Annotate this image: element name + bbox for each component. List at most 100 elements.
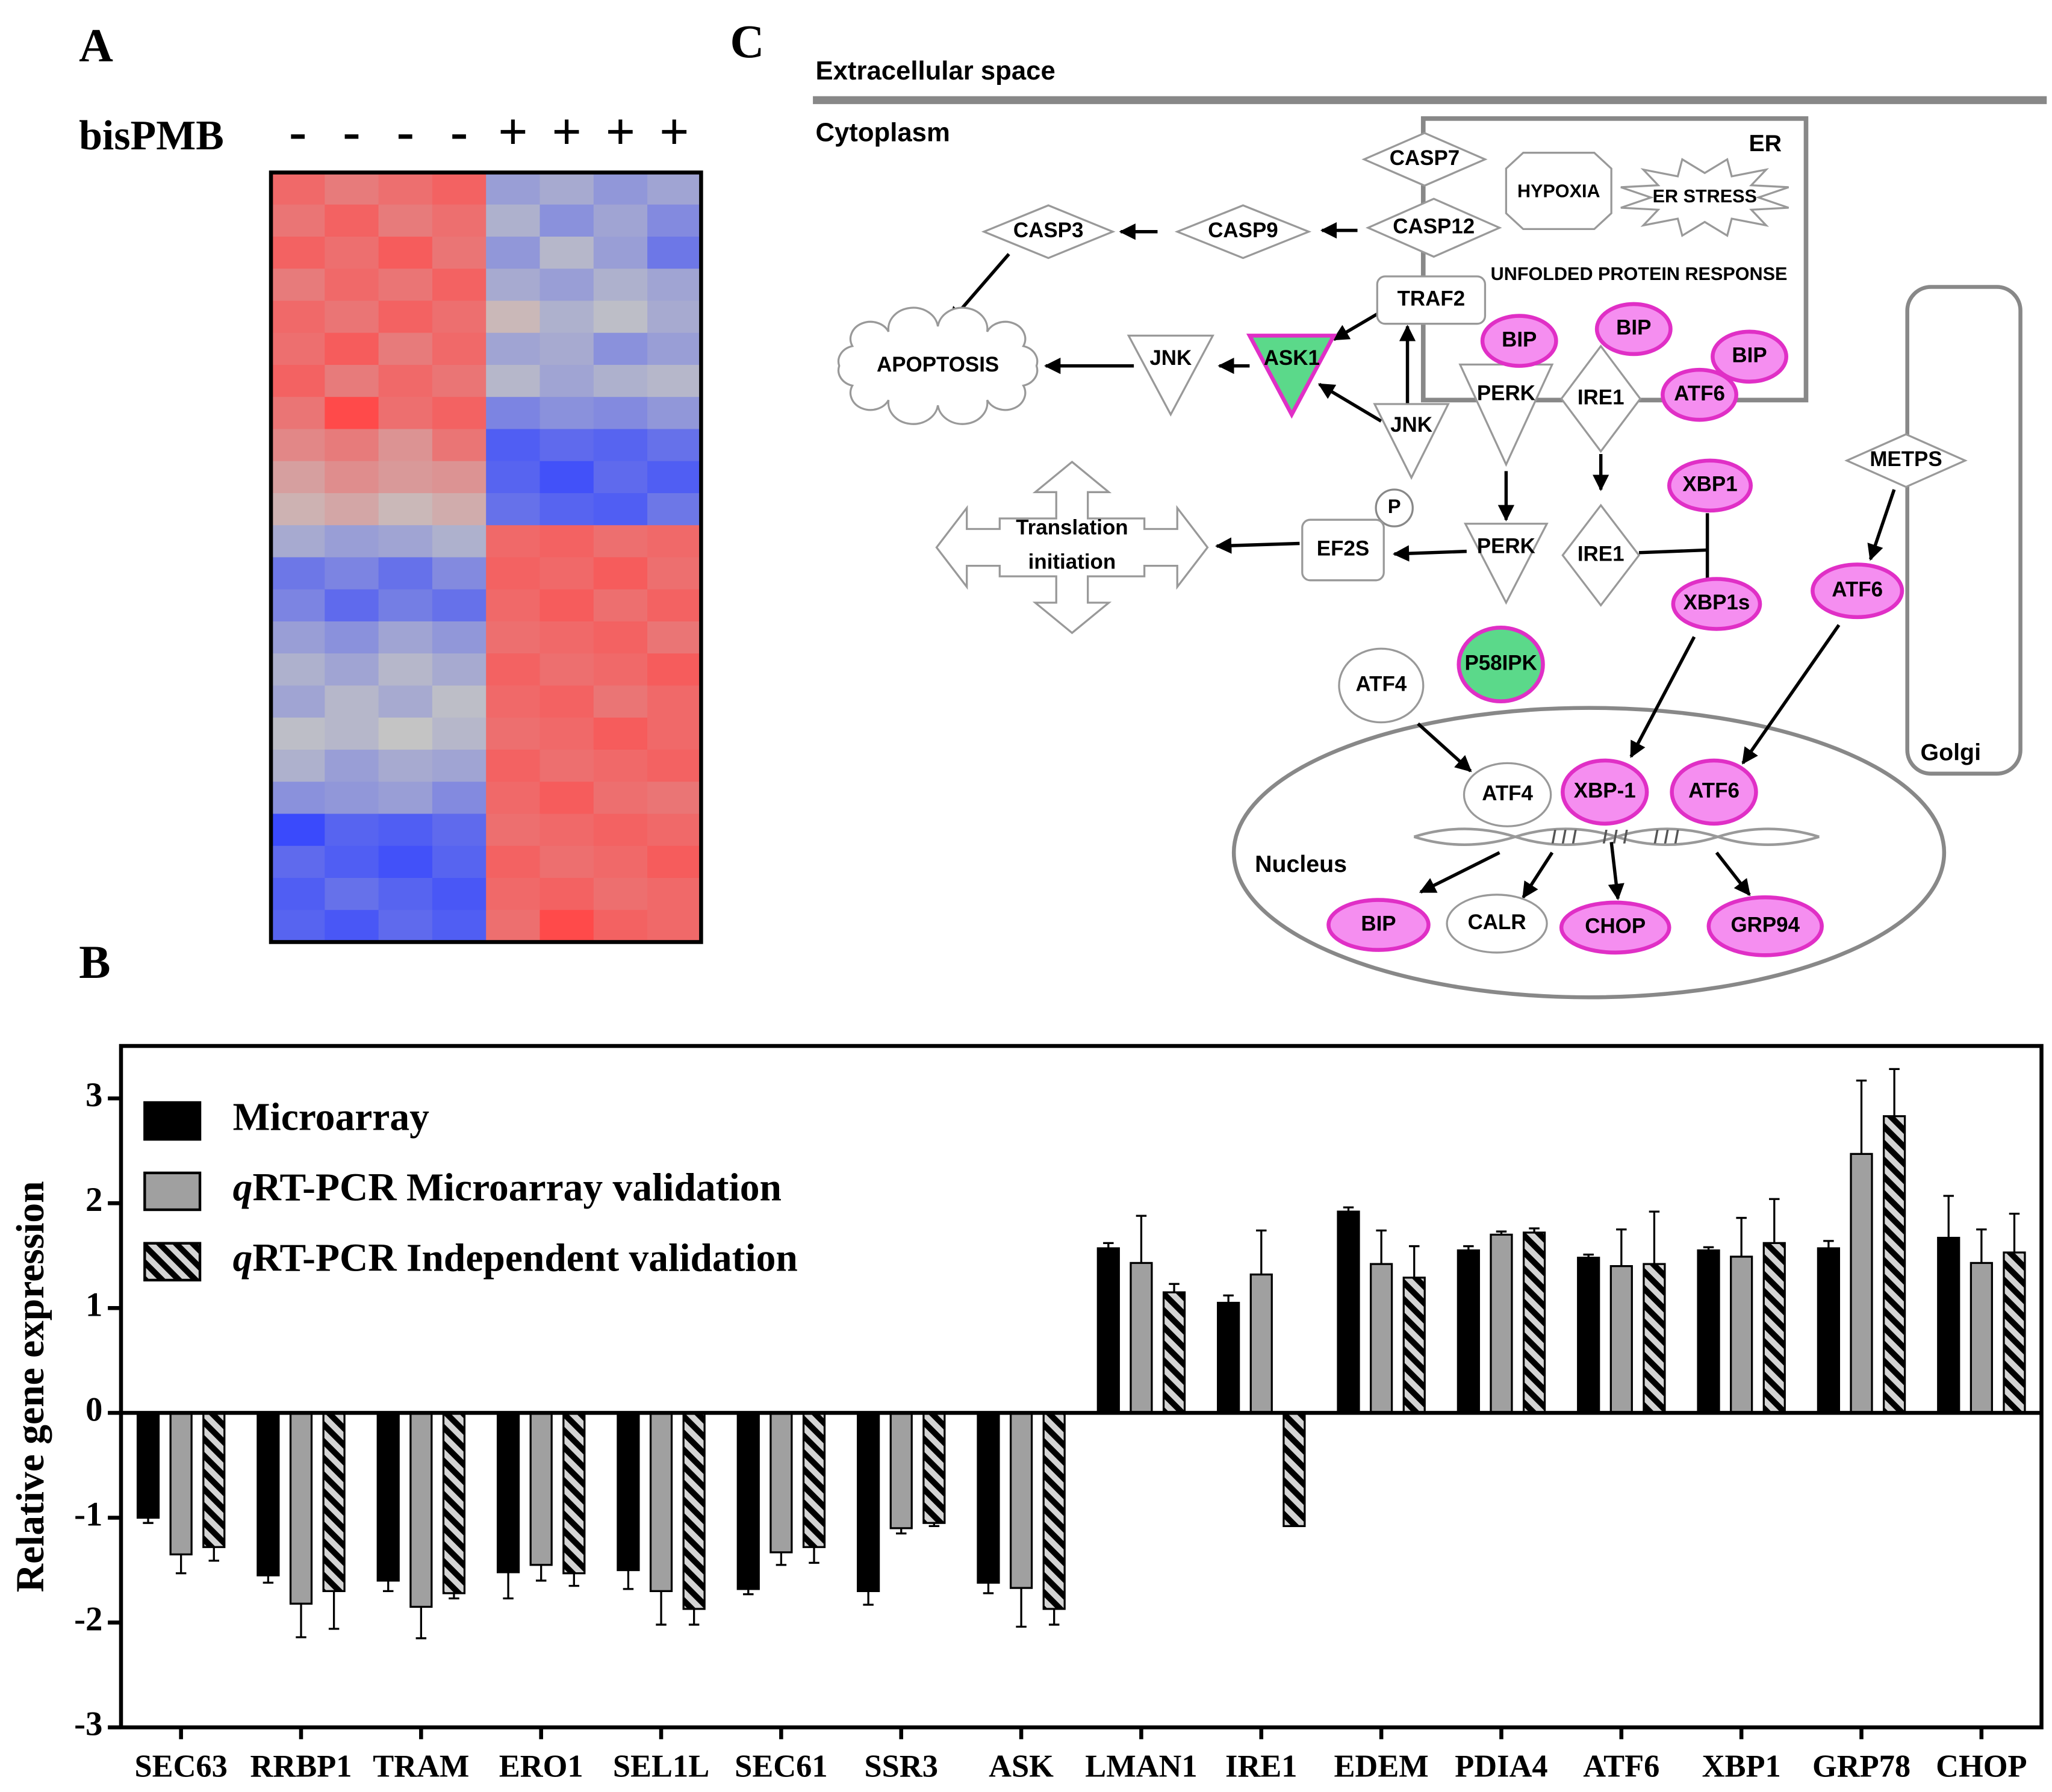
bar [496,1411,520,1573]
node-label: JNK [1149,346,1192,370]
node-diamond [1361,132,1488,187]
heatmap-cell [271,397,326,430]
heatmap-cell [325,877,379,911]
node-label: BIP [1616,316,1651,340]
heatmap-cell [432,397,487,430]
x-tick-label: ERO1 [499,1749,583,1784]
bar [529,1411,553,1566]
node-label: PERK [1477,534,1535,558]
bar [376,1411,400,1582]
heatmap-cell [378,172,434,205]
node-label: P58IPK [1464,652,1537,675]
heatmap-cell [271,525,326,558]
bar [1643,1263,1666,1414]
heatmap-cell [647,877,702,911]
dna [1413,827,1820,838]
heatmap-cell [593,172,648,205]
heatmap-cell [271,782,326,815]
arrow [1522,851,1554,899]
heatmap-cell [325,589,379,623]
panel-label: B [79,936,110,989]
heatmap-cell [271,204,326,238]
heatmap-cell [486,749,541,783]
bar [889,1411,913,1529]
x-tick-label: PDIA4 [1455,1749,1547,1784]
heatmap-cell [647,525,702,558]
x-tick-label: LMAN1 [1085,1749,1197,1784]
bar [562,1411,586,1575]
heatmap-cell [325,525,379,558]
heatmap-cell [325,300,379,334]
y-tick-label: 2 [86,1181,102,1219]
heatmap-cell [432,557,487,590]
heatmap-cell [539,269,594,302]
node-ellipse [1338,647,1425,724]
heatmap-cell [486,429,541,462]
heatmap-cell [539,332,594,366]
node-label: GRP94 [1730,913,1800,936]
heatmap-cell [271,621,326,655]
heatmap-cell [271,749,326,783]
node-ellipse [1671,577,1762,631]
x-tick-label: ATF6 [1583,1749,1659,1784]
heatmap-cell [271,429,326,462]
heatmap-cell [647,397,702,430]
node-label: PERK [1477,381,1535,405]
heatmap-cell [647,717,702,751]
node-ellipse [1559,900,1671,955]
heatmap-cell [593,749,648,783]
heatmap-cell [647,493,702,526]
column-label: + [659,102,689,161]
heatmap-cell [378,877,434,911]
heatmap-cell [647,364,702,398]
heatmap-cell [647,910,702,943]
heatmap-cell [593,236,648,270]
nucleus [1231,706,1947,1000]
arrow [1741,624,1841,765]
golgi [1905,285,2022,776]
pathway-diagram: / / / / / / / / / Extracellular space Cyto… [813,56,2047,1000]
heatmap-cell [539,910,594,943]
node-label: CASP9 [1208,219,1278,242]
heatmap-cell [647,653,702,686]
heatmap-cell [539,814,594,847]
heatmap-cell [647,236,702,270]
node-label: CASP7 [1390,146,1460,170]
heatmap-cell [432,782,487,815]
heatmap-cell [539,204,594,238]
heatmap-cell [486,589,541,623]
bar [1850,1153,1873,1414]
hypoxia-shape [1505,152,1612,231]
node-label: ATF6 [1832,577,1883,601]
heatmap-cell [486,653,541,686]
heatmap-cell [593,397,648,430]
er-stress-shape [1620,158,1789,237]
heatmap-cell [432,814,487,847]
heatmap-cell [539,749,594,783]
bar [1370,1263,1393,1414]
y-tick-label: -3 [74,1705,102,1743]
x-tick-label: RRBP1 [250,1749,352,1784]
heatmap-cell [486,493,541,526]
heatmap-cell [486,525,541,558]
heatmap-cell [378,717,434,751]
heatmap-cell [539,429,594,462]
x-tick-label: EDEM [1334,1749,1428,1784]
node-label: APOPTOSIS [877,353,999,376]
node-label: XBP1 [1682,473,1737,496]
node-label: CHOP [1585,915,1646,938]
node-triangle [1127,334,1214,417]
bar [1249,1273,1273,1414]
heatmap-cell [486,204,541,238]
bar [770,1411,793,1554]
node-ellipse [1670,758,1758,826]
bar [649,1411,673,1592]
heatmap-cell [432,525,487,558]
legend-label: Microarray [233,1096,429,1139]
heatmap-cell [432,877,487,911]
column-group-label: bisPMB [79,113,224,159]
heatmap-cell [325,845,379,879]
bar [922,1411,946,1524]
heatmap-cell [539,557,594,590]
